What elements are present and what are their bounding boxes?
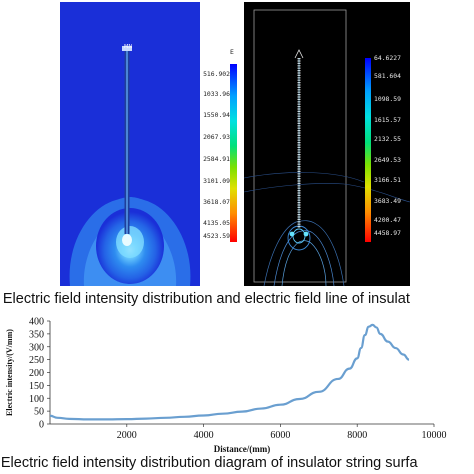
colorbar-right-label: 1615.57 [374, 116, 401, 124]
y-axis-label: Electric intensity/(V/mm) [5, 329, 14, 416]
series-line [49, 323, 410, 421]
colorbar-right-label: 3166.51 [374, 176, 401, 184]
y-tick-label: 200 [29, 368, 44, 379]
panel-top-label: MN [124, 44, 132, 50]
colorbar-left-gradient [230, 64, 237, 242]
x-tick-label: 8000 [347, 430, 367, 441]
colorbar-left-label: 2067.93 [203, 133, 230, 141]
colorbar-right-label: 581.604 [374, 72, 401, 80]
field-line-graphic [244, 9, 410, 286]
caption-b: ) Electric field intensity distribution … [0, 455, 418, 471]
colorbar-left-label: 516.902 [203, 70, 230, 78]
y-tick-label: 0 [39, 420, 44, 431]
x-tick-label: 6000 [270, 430, 290, 441]
x-tick-label: 2000 [117, 430, 137, 441]
x-tick-labels: 2000 4000 6000 8000 10000 [117, 430, 447, 441]
y-tick-label: 300 [29, 342, 44, 353]
x-axis-label: Distance/(mm) [214, 444, 270, 454]
colorbar-left-label: 4523.59 [203, 232, 230, 240]
y-tick-label: 50 [34, 407, 44, 418]
colorbar-right-gradient [365, 58, 371, 242]
y-tick-label: 350 [29, 329, 44, 340]
y-tick-label: 400 [29, 317, 44, 328]
field-distribution-graphic: MN [69, 44, 191, 286]
colorbar-right-label: 4458.97 [374, 229, 401, 237]
x-tick-label: 4000 [194, 430, 214, 441]
colorbar-right-label: 64.6227 [374, 54, 401, 62]
colorbar-left-label: 3618.07 [203, 198, 230, 206]
colorbar-right-label: 3683.49 [374, 197, 401, 205]
colorbar-left-label: 3101.09 [203, 177, 230, 185]
y-tick-label: 150 [29, 381, 44, 392]
x-tick-label: 10000 [422, 430, 447, 441]
colorbar-right-label: 2132.55 [374, 135, 401, 143]
caption-a: ) Electric field intensity distribution … [0, 291, 410, 307]
field-distribution-panel-left: MN [60, 2, 200, 286]
colorbar-left-label: 2584.91 [203, 155, 230, 163]
colorbar-right-label: 4200.47 [374, 216, 401, 224]
colorbar-right-label: 2649.53 [374, 156, 401, 164]
field-line-panel-right [244, 2, 410, 286]
colorbar-right-label: 1098.59 [374, 95, 401, 103]
colorbar-left-label: 1033.96 [203, 90, 230, 98]
colorbar-left-label: 1550.94 [203, 111, 230, 119]
y-tick-label: 100 [29, 394, 44, 405]
colorbar-left: E 516.902 1033.96 1550.94 2067.93 2584.9… [200, 48, 238, 242]
y-tick-label: 250 [29, 355, 44, 366]
colorbar-left-unit: E [230, 48, 234, 56]
colorbar-right: 64.6227 581.604 1098.59 1615.57 2132.55 … [364, 48, 410, 242]
chart-axes [47, 320, 435, 427]
colorbar-left-label: 4135.05 [203, 219, 230, 227]
